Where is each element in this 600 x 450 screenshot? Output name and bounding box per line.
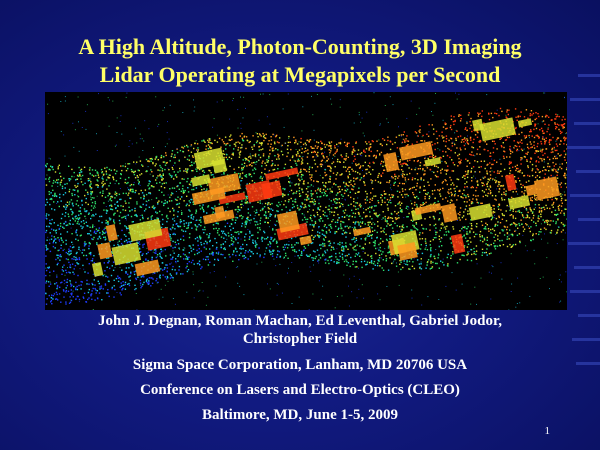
- lidar-point-cloud-image: [45, 92, 567, 310]
- conference-name: Conference on Lasers and Electro-Optics …: [140, 382, 460, 398]
- author-list: John J. Degnan, Roman Machan, Ed Leventh…: [40, 312, 560, 348]
- affiliation: Sigma Space Corporation, Lanham, MD 2070…: [132, 357, 468, 373]
- title-line-2: Lidar Operating at Megapixels per Second: [99, 62, 501, 87]
- slide-number: 1: [544, 425, 551, 437]
- slide-title: A High Altitude, Photon-Counting, 3D Ima…: [30, 33, 570, 89]
- title-line-1: A High Altitude, Photon-Counting, 3D Ima…: [78, 34, 522, 59]
- location-date: Baltimore, MD, June 1-5, 2009: [202, 407, 398, 423]
- decorative-stripes: [560, 0, 600, 450]
- authors-line-1: John J. Degnan, Roman Machan, Ed Leventh…: [97, 313, 503, 329]
- lidar-point-cloud-svg: [45, 92, 567, 310]
- lidar-points: [45, 92, 567, 310]
- authors-line-2: Christopher Field: [242, 331, 358, 347]
